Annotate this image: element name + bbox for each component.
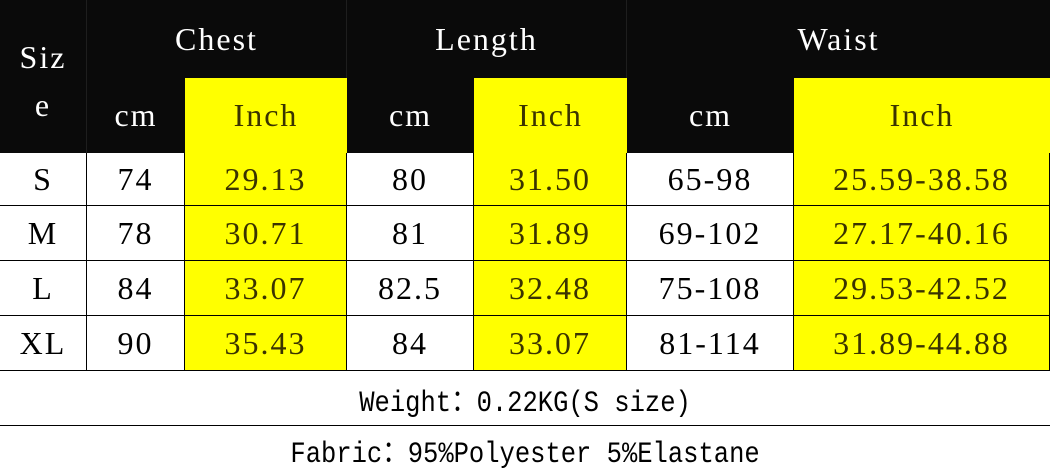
cell-size: L [0,261,87,316]
cell-length-cm: 84 [347,316,474,371]
size-label-part1: Siz [19,38,67,75]
cell-length-cm: 82.5 [347,261,474,316]
cell-length-in: 31.89 [474,206,627,261]
fabric-text: Fabric：95%Polyester 5%Elastane [290,437,760,472]
cell-waist-cm: 75-108 [627,261,794,316]
cell-length-cm: 81 [347,206,474,261]
cell-waist-in: 29.53-42.52 [794,261,1050,316]
cell-chest-in: 30.71 [185,206,347,261]
header-length: Length [347,0,627,78]
chest-inch-header: Inch [185,78,347,153]
cell-chest-cm: 74 [87,153,185,206]
weight-row: Weight：0.22KG(S size) [0,371,1050,426]
cell-waist-cm: 65-98 [627,153,794,206]
size-label-part2: e [34,86,52,123]
cell-chest-cm: 84 [87,261,185,316]
cell-length-in: 31.50 [474,153,627,206]
cell-waist-in: 25.59-38.58 [794,153,1050,206]
header-size: Siz e [0,0,87,153]
chest-cm-header: cm [87,78,185,153]
waist-inch-header: Inch [794,78,1050,153]
cell-waist-cm: 69-102 [627,206,794,261]
length-cm-header: cm [347,78,474,153]
cell-size: M [0,206,87,261]
header-waist: Waist [627,0,1050,78]
cell-length-in: 33.07 [474,316,627,371]
size-chart-table: Siz e Chest Length Waist cm Inch cm Inch… [0,0,1050,371]
cell-length-in: 32.48 [474,261,627,316]
cell-waist-in: 27.17-40.16 [794,206,1050,261]
cell-size: XL [0,316,87,371]
fabric-row: Fabric：95%Polyester 5%Elastane [0,426,1050,472]
weight-text: Weight：0.22KG(S size) [359,386,691,421]
cell-chest-in: 35.43 [185,316,347,371]
waist-cm-header: cm [627,78,794,153]
cell-length-cm: 80 [347,153,474,206]
cell-chest-in: 29.13 [185,153,347,206]
length-inch-header: Inch [474,78,627,153]
cell-waist-in: 31.89-44.88 [794,316,1050,371]
cell-chest-cm: 78 [87,206,185,261]
header-chest: Chest [87,0,347,78]
cell-waist-cm: 81-114 [627,316,794,371]
cell-size: S [0,153,87,206]
cell-chest-cm: 90 [87,316,185,371]
cell-chest-in: 33.07 [185,261,347,316]
